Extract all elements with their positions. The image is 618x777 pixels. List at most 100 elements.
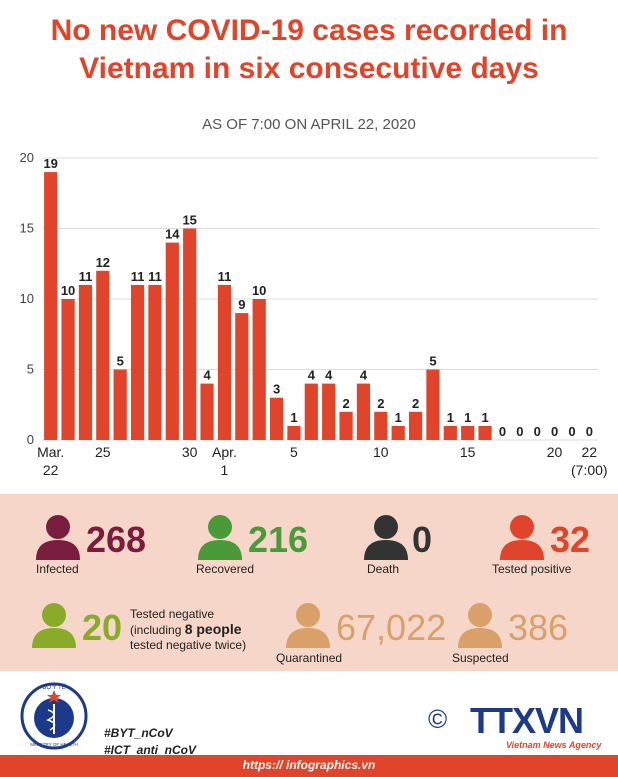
logo-text: BỘ Y TẾ [42, 684, 65, 691]
bar-value-label: 11 [148, 269, 162, 284]
x-tick-label-line2: (7:00) [571, 462, 608, 478]
bar [165, 242, 179, 440]
bar-value-label: 14 [165, 227, 180, 242]
death-count: 0 [412, 519, 433, 560]
bar [183, 228, 197, 440]
bar-value-label: 5 [429, 354, 436, 369]
bar [287, 425, 301, 440]
tested-negative-bold: 8 people [184, 621, 242, 637]
recovered-label: Recovered [196, 562, 255, 576]
bar-value-label: 2 [342, 396, 349, 411]
tested-positive-label: Tested positive [492, 562, 572, 576]
bar-value-label: 12 [96, 255, 110, 270]
bar [148, 284, 162, 440]
bar-value-label: 0 [586, 424, 593, 439]
y-tick-label: 0 [27, 432, 34, 447]
bar-value-label: 1 [447, 410, 454, 425]
bar [252, 299, 266, 440]
bar [426, 369, 440, 440]
infected-label: Infected [36, 562, 79, 576]
bar-value-label: 1 [290, 410, 297, 425]
x-tick-label: 5 [290, 444, 298, 460]
tested-negative-label: Tested negative (including 8 people test… [130, 607, 246, 653]
bar [356, 383, 371, 440]
hashtag-ict[interactable]: #ICT_anti_nCoV [104, 743, 197, 757]
y-tick-label: 10 [20, 291, 34, 306]
bar [339, 411, 353, 440]
copyright-icon: © [428, 704, 448, 734]
bar [374, 411, 388, 440]
bar [461, 425, 475, 440]
bar-value-label: 4 [203, 368, 211, 383]
bar [304, 383, 318, 440]
bar [235, 313, 249, 440]
bar-value-label: 3 [273, 382, 280, 397]
bar [322, 383, 336, 440]
tested-negative-line2: (including 8 people [130, 621, 242, 638]
x-tick-label: 30 [182, 444, 198, 460]
y-tick-label: 15 [20, 221, 34, 236]
x-tick-label: 20 [547, 444, 563, 460]
death-label: Death [367, 562, 400, 576]
bar [200, 383, 214, 440]
bar [217, 284, 232, 440]
tested-positive-count: 32 [550, 519, 591, 560]
bar-value-label: 2 [412, 396, 419, 411]
bar-value-label: 1 [464, 410, 471, 425]
bar [408, 411, 423, 440]
suspected-count: 386 [508, 607, 569, 648]
bar-value-label: 0 [551, 424, 558, 439]
recovered-person-icon [198, 515, 242, 560]
bar [96, 270, 110, 440]
infected-count: 268 [86, 519, 147, 560]
bar-value-label: 2 [377, 396, 384, 411]
bar-value-label: 15 [182, 213, 196, 228]
bar [478, 425, 492, 440]
bar-value-label: 0 [568, 424, 575, 439]
logo-subtext: MINISTRY OF HEALTH [30, 742, 78, 747]
tested-negative-count: 20 [82, 607, 123, 648]
x-tick-label-line2: 22 [43, 462, 59, 478]
suspected-person-icon [458, 603, 502, 648]
tested-negative-line3: tested negative twice) [130, 638, 247, 652]
url-bar: https:// infographics.vn [0, 755, 618, 777]
bar [44, 172, 58, 440]
hashtag-byt[interactable]: #BYT_nCoV [104, 726, 173, 740]
tested-negative-line1: Tested negative [130, 607, 215, 621]
x-tick-label-line2: 1 [221, 462, 229, 478]
ministry-of-health-logo: BỘ Y TẾ MINISTRY OF HEALTH [20, 682, 88, 750]
bar [391, 425, 405, 440]
bar-value-label: 4 [360, 368, 368, 383]
bar-value-label: 10 [252, 283, 266, 298]
infected-person-icon [36, 515, 80, 560]
bar [443, 425, 457, 440]
bar-value-label: 9 [238, 297, 245, 312]
bar-value-label: 11 [79, 269, 93, 284]
bar-value-label: 0 [534, 424, 541, 439]
y-tick-label: 20 [20, 150, 34, 165]
bar [130, 284, 145, 440]
website-link[interactable]: https:// infographics.vn [242, 758, 376, 772]
bar-value-label: 11 [131, 269, 145, 284]
bar-value-label: 4 [308, 368, 316, 383]
bar-value-label: 19 [43, 156, 57, 171]
ttxvn-logo: TTXVN [470, 700, 584, 741]
x-tick-label: 10 [373, 444, 389, 460]
quarantined-person-icon [286, 603, 330, 648]
recovered-count: 216 [248, 519, 309, 560]
death-person-icon [364, 515, 408, 560]
bar-value-label: 0 [516, 424, 523, 439]
ttxvn-subtitle: Vietnam News Agency [506, 740, 602, 750]
bar [113, 369, 127, 440]
page-title: No new COVID-19 cases recorded in Vietna… [0, 12, 618, 88]
hashtags: #BYT_nCoV #ICT_anti_nCoV [104, 725, 196, 759]
tested-negative-person-icon [32, 603, 76, 648]
quarantined-count: 67,022 [336, 607, 447, 648]
bar [61, 299, 75, 440]
y-tick-label: 5 [27, 362, 34, 377]
title-line-2: Vietnam in six consecutive days [79, 52, 539, 85]
bar-value-label: 5 [117, 354, 124, 369]
bar-value-label: 1 [481, 410, 488, 425]
x-tick-label: 25 [95, 444, 111, 460]
